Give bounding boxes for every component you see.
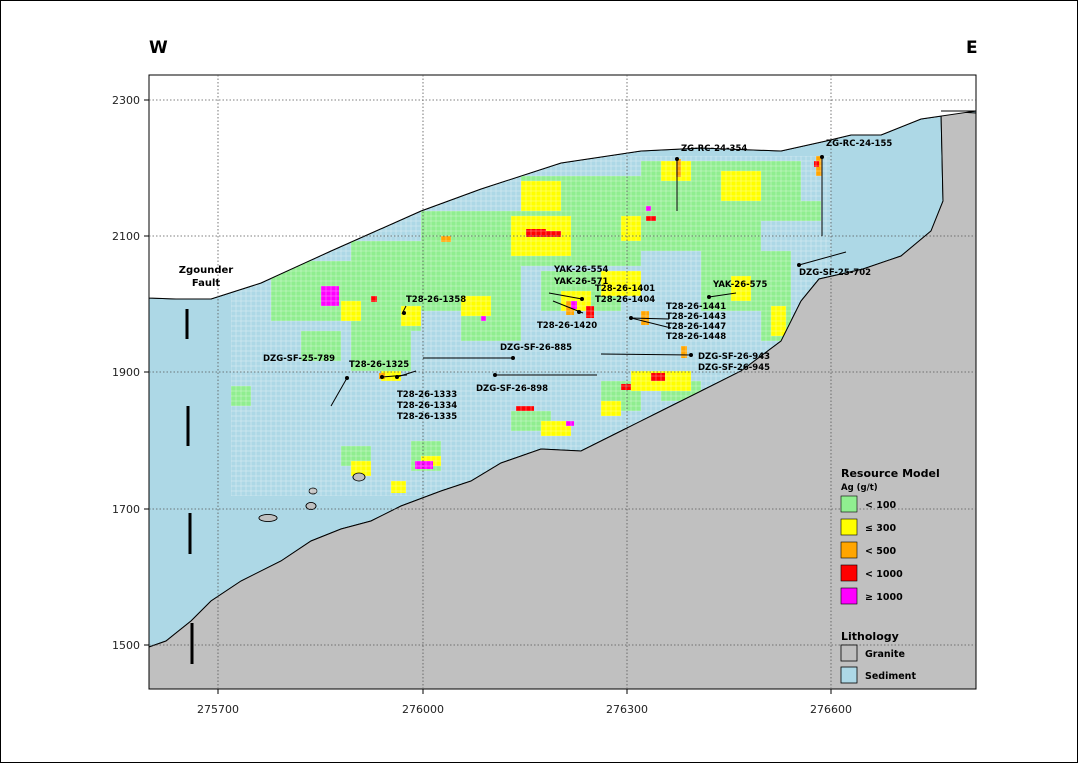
drill-labels: ZG-RC-24-354 ZG-RC-24-155 DZG-SF-25-702 … <box>263 139 892 422</box>
fault-label: Zgounder <box>179 265 233 276</box>
y-tick-label: 1500 <box>112 639 140 652</box>
x-tick-label: 275700 <box>197 703 239 716</box>
east-label: E <box>966 38 978 58</box>
lithology-swatch <box>840 666 858 684</box>
drill-label: T28-26-1448 <box>666 332 726 342</box>
drill-traces <box>330 155 847 407</box>
lithology-label: Sediment <box>865 671 916 682</box>
drill-label: T28-26-1335 <box>397 412 457 422</box>
drill-label: T28-26-1401 <box>595 284 655 294</box>
topography <box>148 74 977 300</box>
drill-label: YAK-26-571 <box>553 277 608 287</box>
drill-label: ZG-RC-24-354 <box>681 144 747 154</box>
legend-label: ≥ 1000 <box>865 592 903 603</box>
drill-label: ZG-RC-24-155 <box>826 139 892 149</box>
legend-swatch <box>840 564 858 582</box>
drill-label: T28-26-1333 <box>397 390 457 400</box>
drill-label: T28-26-1443 <box>666 312 726 322</box>
legend: Resource Model Ag (g/t) < 100 ≤ 300 < 500 <… <box>840 467 940 684</box>
west-label: W <box>149 38 168 58</box>
legend-label: < 100 <box>865 500 896 511</box>
drill-label: T28-26-1334 <box>397 401 457 411</box>
legend-swatch <box>840 518 858 536</box>
drill-label: YAK-26-554 <box>553 265 608 275</box>
drill-label: T28-26-1420 <box>537 321 597 331</box>
legend-swatch <box>840 495 858 513</box>
lithology-label: Granite <box>865 649 905 660</box>
y-tick-label: 2300 <box>112 94 140 107</box>
lithology-swatch <box>840 644 858 662</box>
drill-label: YAK-26-575 <box>712 280 767 290</box>
y-tick-label: 1700 <box>112 503 140 516</box>
drill-label: DZG-SF-25-702 <box>799 268 871 278</box>
y-axis-ticks: 2300 2100 1900 1700 1500 <box>112 94 149 652</box>
legend-label: < 1000 <box>865 569 903 580</box>
lithology-title: Lithology <box>841 630 899 643</box>
y-tick-label: 1900 <box>112 366 140 379</box>
drill-label: T28-26-1404 <box>595 295 655 305</box>
fault-label: Fault <box>192 278 221 289</box>
legend-swatch <box>840 587 858 605</box>
drill-label: DZG-SF-25-789 <box>263 354 335 364</box>
legend-title: Resource Model <box>841 467 940 480</box>
drill-label: DZG-SF-26-898 <box>476 384 548 394</box>
legend-swatch <box>840 541 858 559</box>
x-tick-label: 276000 <box>402 703 444 716</box>
x-tick-label: 276300 <box>606 703 648 716</box>
grid-lines <box>149 75 976 689</box>
x-axis-ticks: 275700 276000 276300 276600 <box>197 689 852 716</box>
zgounder-fault-line <box>185 309 194 664</box>
legend-subtitle: Ag (g/t) <box>841 483 878 493</box>
drill-label: DZG-SF-26-945 <box>698 363 770 373</box>
drill-label: T28-26-1358 <box>406 295 466 305</box>
legend-label: < 500 <box>865 546 896 557</box>
drill-label: DZG-SF-26-943 <box>698 352 770 362</box>
legend-label: ≤ 300 <box>865 523 896 534</box>
x-tick-label: 276600 <box>810 703 852 716</box>
drill-label: DZG-SF-26-885 <box>500 343 572 353</box>
drill-label: T28-26-1441 <box>666 302 726 312</box>
granite-lower <box>148 110 977 690</box>
drill-label: T28-26-1447 <box>666 322 726 332</box>
y-tick-label: 2100 <box>112 230 140 243</box>
drill-label: T28-26-1325 <box>349 360 409 370</box>
